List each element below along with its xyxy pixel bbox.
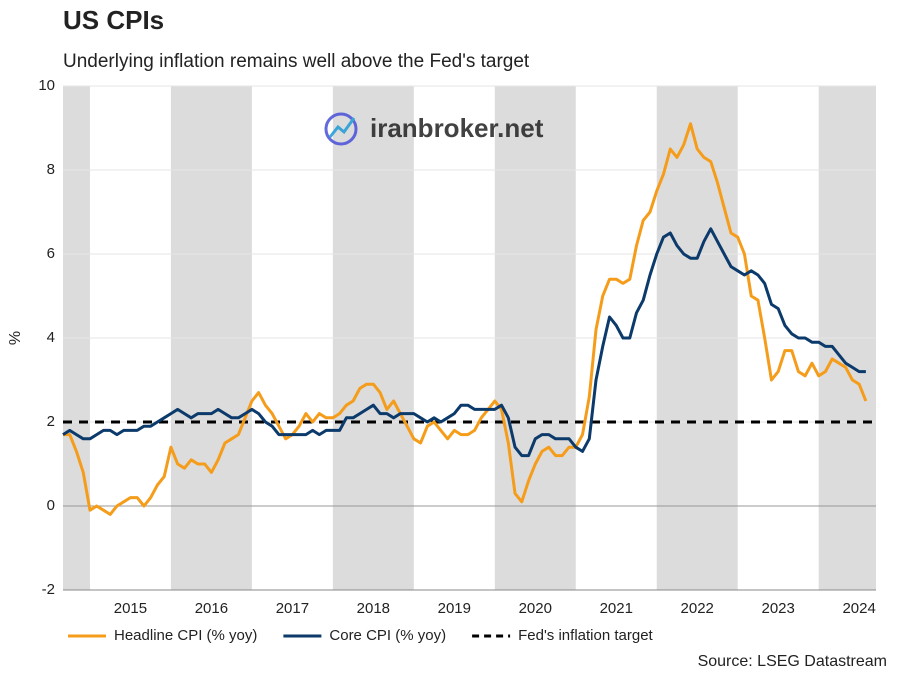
watermark-icon: [324, 112, 358, 146]
x-tick-label: 2018: [357, 600, 390, 617]
series-line: [63, 122, 868, 516]
y-tick-label: 6: [47, 245, 55, 262]
x-tick-label: 2024: [842, 600, 875, 617]
watermark-icon: [328, 117, 356, 138]
y-tick-label: 4: [47, 329, 55, 346]
y-axis-label: %: [7, 331, 24, 345]
y-tick-label: -2: [42, 581, 55, 598]
legend-label: Headline CPI (% yoy): [114, 627, 257, 644]
legend: Headline CPI (% yoy) Core CPI (% yoy) Fed'…: [68, 627, 654, 644]
source-note: Source: LSEG Datastream: [698, 653, 887, 670]
x-tick-label: 2017: [276, 600, 309, 617]
y-tick-label: 8: [47, 161, 55, 178]
x-tick-label: 2016: [195, 600, 228, 617]
x-tick-label: 2015: [114, 600, 147, 617]
legend-label: Core CPI (% yoy): [329, 627, 446, 644]
y-tick-label: 2: [47, 413, 55, 430]
y-tick-label: 10: [38, 77, 55, 94]
x-tick-label: 2023: [762, 600, 795, 617]
watermark: iranbroker.net: [324, 112, 544, 146]
chart-subtitle: Underlying inflation remains well above …: [63, 51, 530, 72]
watermark-text: iranbroker.net: [370, 113, 544, 143]
x-tick-label: 2021: [600, 600, 633, 617]
chart-title: US CPIs: [63, 5, 164, 35]
series-line: [62, 227, 866, 458]
y-tick-label: 0: [47, 497, 55, 514]
legend-label: Fed's inflation target: [518, 627, 653, 644]
x-tick-label: 2020: [519, 600, 552, 617]
x-tick-label: 2022: [681, 600, 714, 617]
x-tick-label: 2019: [438, 600, 471, 617]
